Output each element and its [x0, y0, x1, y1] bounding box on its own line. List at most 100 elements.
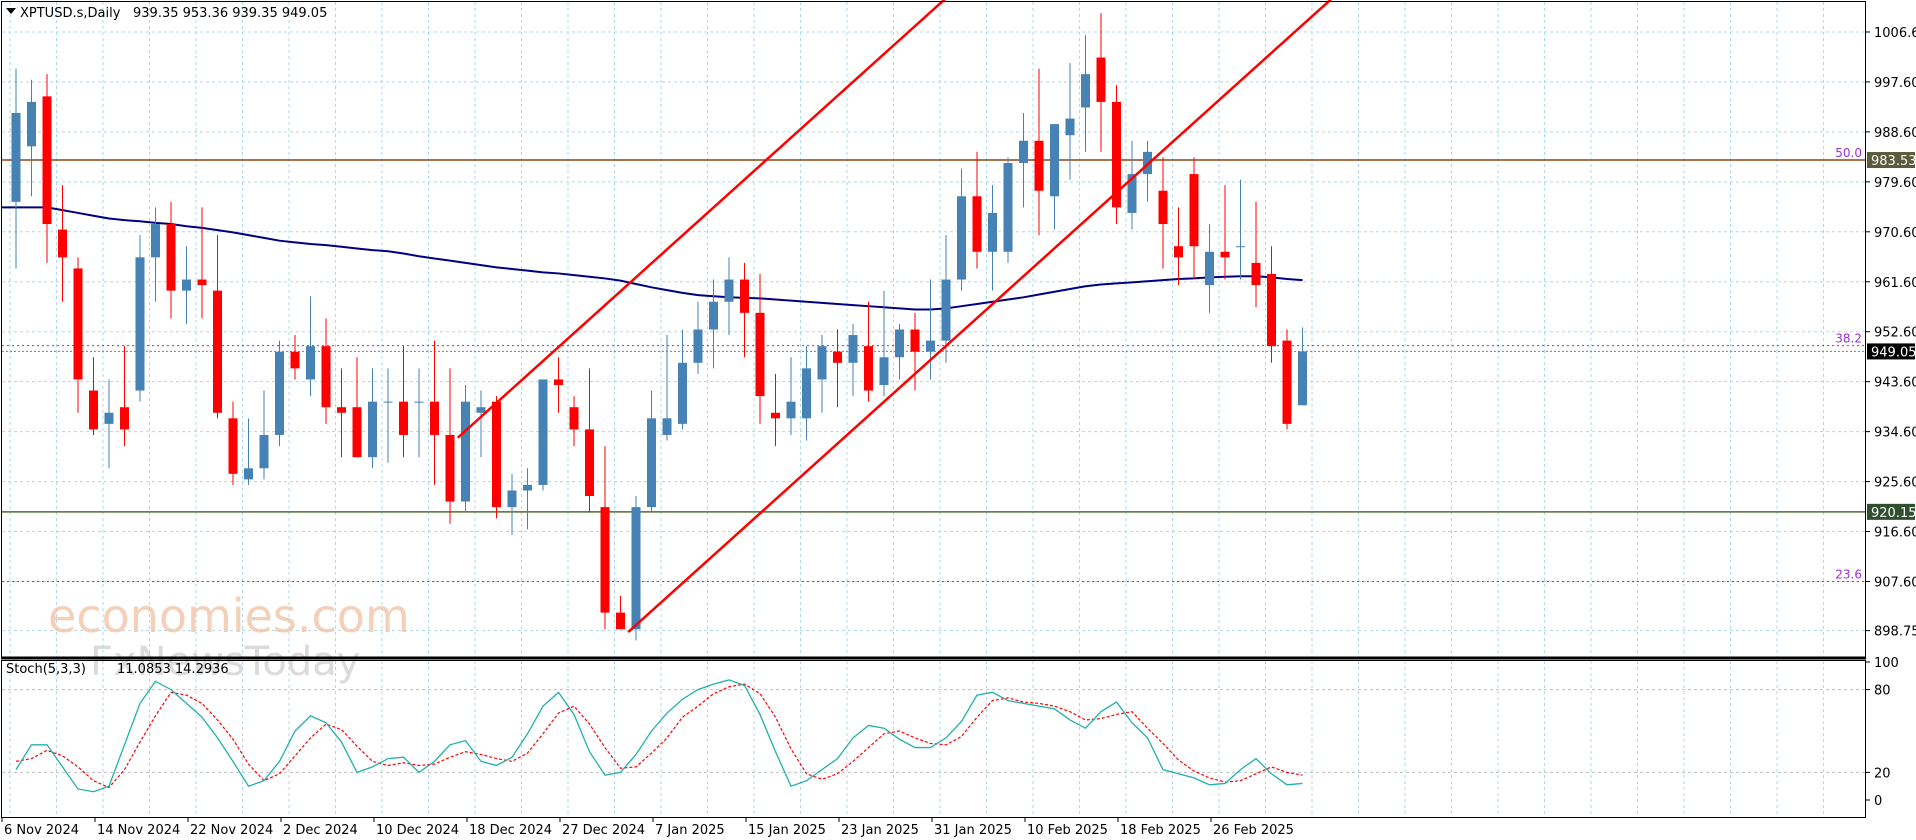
- candle-body[interactable]: [926, 340, 935, 352]
- candle-body[interactable]: [182, 279, 191, 291]
- candle-body[interactable]: [414, 401, 424, 403]
- candle-body[interactable]: [1251, 262, 1261, 286]
- candle-body[interactable]: [957, 196, 966, 280]
- price-tick-label: 970.60: [1874, 226, 1916, 241]
- candle-body[interactable]: [740, 279, 749, 313]
- channel-line-1[interactable]: [627, 0, 1457, 633]
- candle-body[interactable]: [817, 346, 827, 380]
- candle-body[interactable]: [104, 412, 114, 424]
- candle-body[interactable]: [631, 507, 641, 630]
- candle-body[interactable]: [1174, 246, 1183, 258]
- candle-body[interactable]: [802, 368, 811, 419]
- candle-body[interactable]: [228, 418, 238, 474]
- candle-body[interactable]: [569, 407, 579, 430]
- candle-body[interactable]: [27, 101, 36, 147]
- candle-body[interactable]: [166, 224, 176, 291]
- candle-body[interactable]: [337, 407, 346, 413]
- candle-body[interactable]: [321, 346, 331, 408]
- candle-body[interactable]: [42, 96, 52, 225]
- candle-body[interactable]: [368, 401, 377, 458]
- candle-body[interactable]: [89, 390, 98, 430]
- candle-body[interactable]: [833, 351, 842, 363]
- candle-body[interactable]: [786, 401, 796, 419]
- candle-body[interactable]: [709, 301, 718, 330]
- candle-body[interactable]: [58, 229, 67, 258]
- candle-body[interactable]: [771, 412, 780, 419]
- candle-body[interactable]: [585, 429, 594, 497]
- candle-body[interactable]: [848, 335, 858, 363]
- candle-body[interactable]: [135, 257, 145, 391]
- candle-body[interactable]: [600, 507, 610, 613]
- candle-body[interactable]: [1112, 101, 1121, 208]
- candle-body[interactable]: [1298, 351, 1307, 406]
- candle-body[interactable]: [1236, 246, 1245, 248]
- candle-body[interactable]: [151, 224, 160, 258]
- candle-body[interactable]: [120, 407, 129, 430]
- candle-body[interactable]: [1205, 251, 1214, 286]
- candle-body[interactable]: [244, 468, 253, 480]
- time-tick-label: 22 Nov 2024: [190, 823, 273, 838]
- candle-body[interactable]: [383, 401, 393, 403]
- candle-body[interactable]: [616, 612, 625, 630]
- candle-body[interactable]: [1019, 140, 1028, 163]
- candle-body[interactable]: [1050, 124, 1059, 197]
- candle-body[interactable]: [430, 401, 439, 435]
- candle-body[interactable]: [941, 279, 951, 341]
- candle-body[interactable]: [895, 329, 904, 358]
- candle-body[interactable]: [1065, 118, 1075, 136]
- candle-body[interactable]: [972, 196, 982, 252]
- candle-body[interactable]: [275, 351, 284, 435]
- time-tick-label: 26 Feb 2025: [1213, 823, 1294, 838]
- watermark: economies.com FxNewsToday: [48, 589, 410, 685]
- candle-body[interactable]: [864, 346, 873, 391]
- candle-body[interactable]: [1282, 340, 1292, 424]
- candle-body[interactable]: [538, 379, 548, 485]
- candle-body[interactable]: [461, 401, 470, 502]
- candle-body[interactable]: [476, 407, 486, 413]
- candle-body[interactable]: [910, 329, 920, 352]
- candle-body[interactable]: [678, 362, 687, 424]
- candle-body[interactable]: [724, 279, 734, 302]
- time-axis[interactable]: 6 Nov 2024 14 Nov 2024 22 Nov 2024 2 Dec 20…: [1, 817, 1294, 838]
- candle-body[interactable]: [755, 312, 765, 397]
- candle-body[interactable]: [306, 346, 315, 380]
- candle-body[interactable]: [1081, 74, 1090, 108]
- price-axis[interactable]: 1006.60 997.60 988.60 979.60 970.60 961.60 952…: [1866, 26, 1916, 809]
- candle-body[interactable]: [73, 268, 83, 380]
- candle-body[interactable]: [1267, 273, 1276, 347]
- candle-body[interactable]: [445, 434, 455, 502]
- candle-body[interactable]: [662, 418, 672, 435]
- watermark-economies: economies.com: [48, 589, 410, 643]
- candle-body[interactable]: [1220, 251, 1230, 258]
- candle-body[interactable]: [879, 357, 889, 386]
- stoch-tick-label: 0: [1874, 794, 1882, 809]
- candle-body[interactable]: [523, 484, 532, 491]
- candle-body[interactable]: [259, 434, 269, 469]
- candle-body[interactable]: [1158, 190, 1168, 225]
- candle-body[interactable]: [1127, 174, 1137, 213]
- candle-body[interactable]: [213, 290, 222, 413]
- candlesticks[interactable]: [11, 13, 1308, 641]
- price-tick-label: 988.60: [1874, 126, 1916, 141]
- candle-body[interactable]: [647, 418, 656, 508]
- candle-body[interactable]: [1034, 140, 1044, 191]
- trend-channel[interactable]: [456, 0, 1458, 633]
- candle-body[interactable]: [1003, 162, 1013, 252]
- price-tick-label: 979.60: [1874, 176, 1916, 191]
- candle-body[interactable]: [507, 490, 517, 508]
- candle-body[interactable]: [197, 279, 207, 286]
- candle-body[interactable]: [554, 379, 563, 386]
- candle-body[interactable]: [352, 407, 362, 458]
- candle-body[interactable]: [492, 401, 501, 508]
- candle-body[interactable]: [11, 113, 21, 202]
- candle-body[interactable]: [988, 212, 997, 252]
- channel-line-0[interactable]: [456, 0, 1016, 439]
- candle-body[interactable]: [1189, 174, 1199, 247]
- time-tick-label: 27 Dec 2024: [562, 823, 645, 838]
- candle-body[interactable]: [693, 329, 703, 363]
- candle-body[interactable]: [290, 351, 300, 369]
- dropdown-arrow-icon[interactable]: [6, 8, 16, 14]
- candle-body[interactable]: [1096, 57, 1106, 102]
- candle-body[interactable]: [399, 401, 408, 435]
